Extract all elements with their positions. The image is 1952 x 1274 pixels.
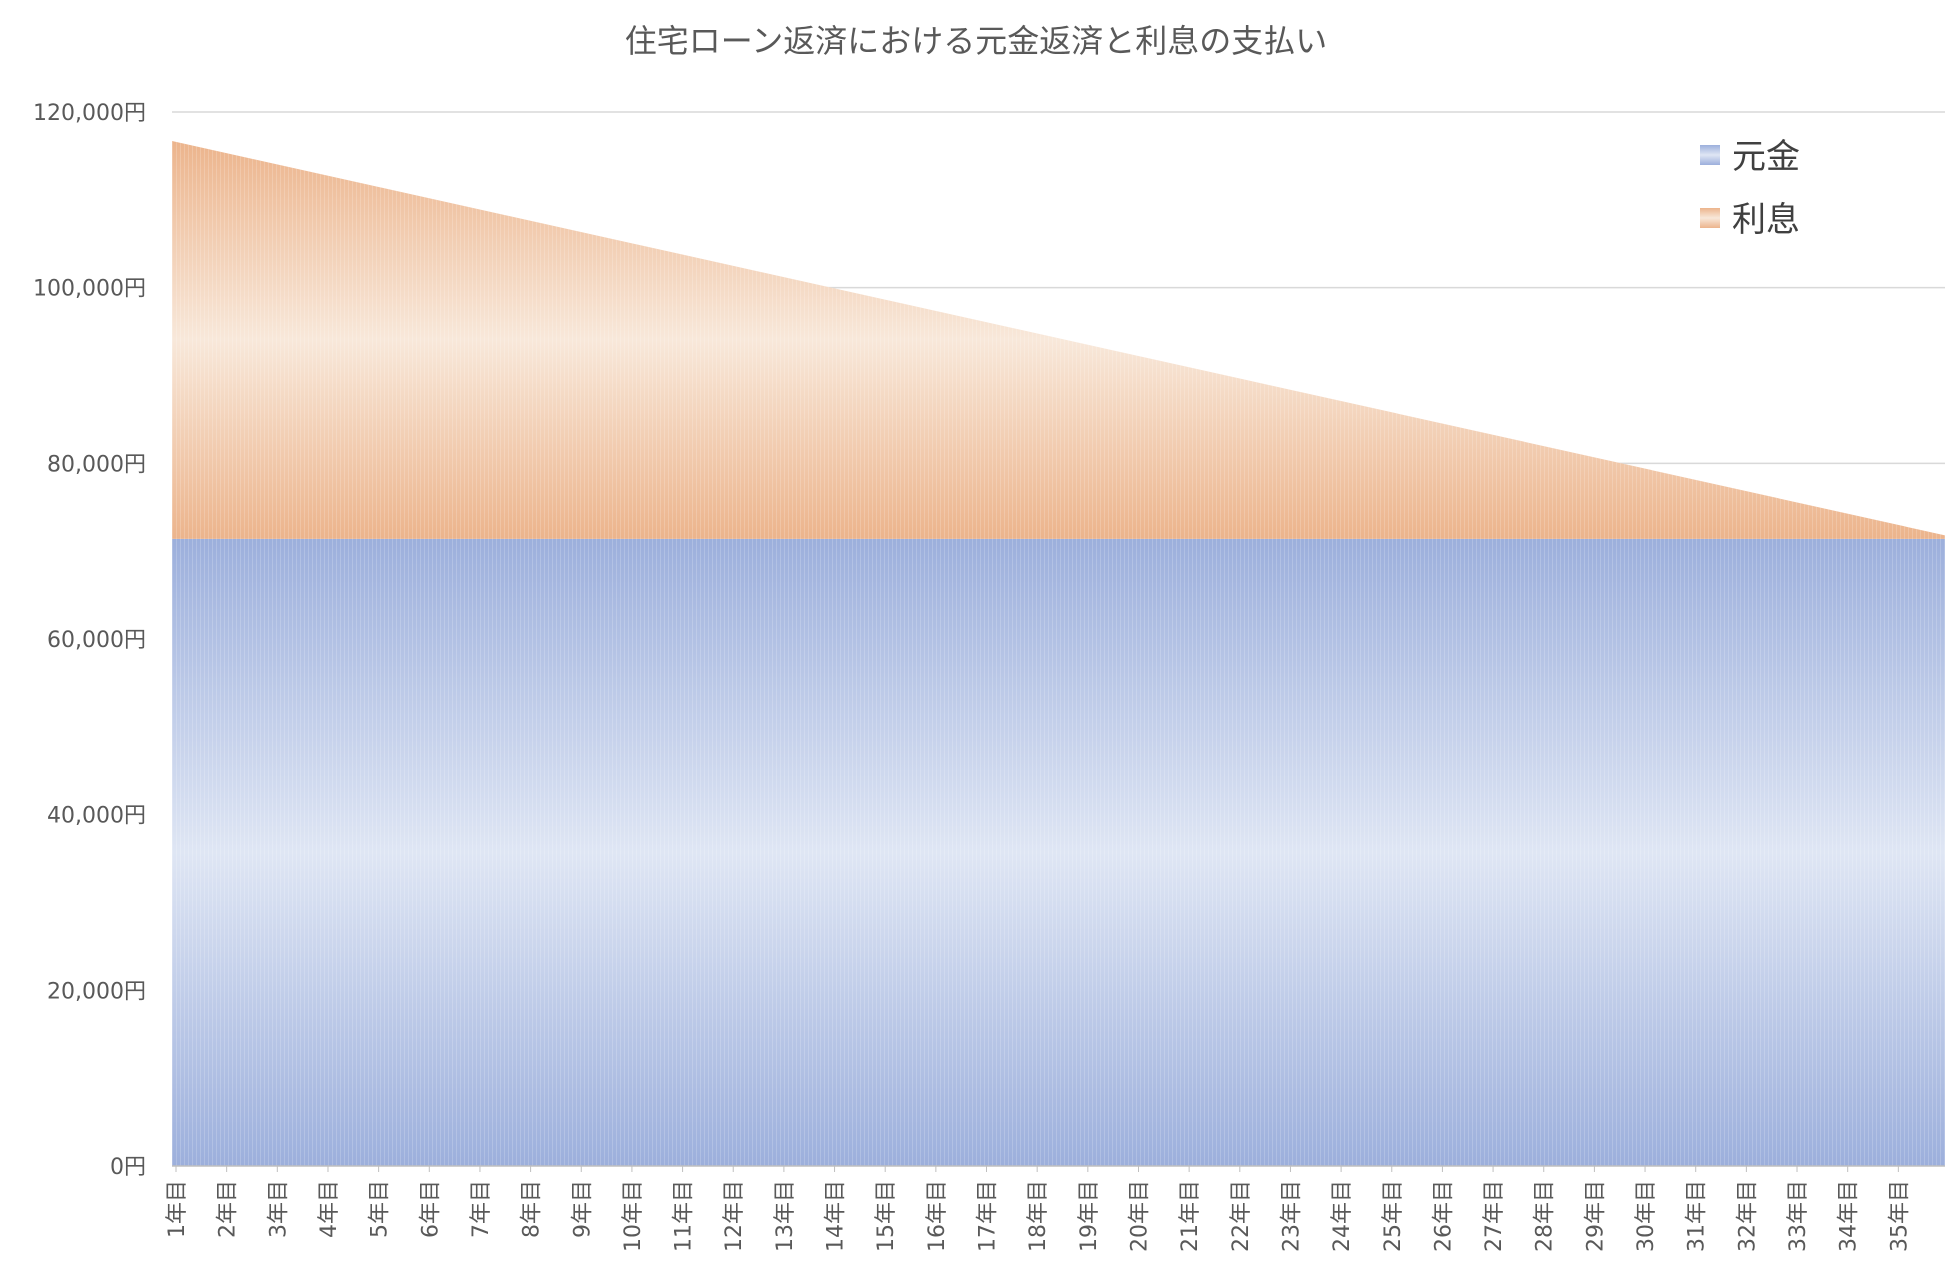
- x-tick-label: 33年目: [1786, 1180, 1811, 1252]
- y-tick-label: 100,000円: [33, 277, 146, 302]
- x-tick-label: 22年目: [1229, 1180, 1254, 1252]
- x-tick-label: 24年目: [1330, 1180, 1355, 1252]
- x-tick-label: 15年目: [874, 1180, 899, 1252]
- x-tick-label: 31年目: [1685, 1180, 1710, 1252]
- x-tick-label: 27年目: [1482, 1180, 1507, 1252]
- x-tick-label: 9年目: [570, 1180, 595, 1238]
- x-tick-label: 7年目: [469, 1180, 494, 1238]
- y-tick-label: 60,000円: [47, 628, 146, 653]
- legend-label-interest: 利息: [1732, 200, 1800, 240]
- x-tick-label: 2年目: [216, 1180, 241, 1238]
- x-tick-label: 10年目: [621, 1180, 646, 1252]
- legend-label-principal: 元金: [1732, 137, 1800, 177]
- x-tick-label: 34年目: [1837, 1180, 1862, 1252]
- x-tick-label: 32年目: [1735, 1180, 1760, 1252]
- y-tick-label: 40,000円: [47, 804, 146, 829]
- x-tick-label: 26年目: [1431, 1180, 1456, 1252]
- x-tick-label: 28年目: [1533, 1180, 1558, 1252]
- x-tick-label: 16年目: [925, 1180, 950, 1252]
- x-tick-label: 11年目: [672, 1180, 697, 1252]
- legend-swatch-interest: [1700, 208, 1720, 228]
- x-tick-label: 14年目: [824, 1180, 849, 1252]
- x-tick-label: 25年目: [1381, 1180, 1406, 1252]
- x-tick-label: 3年目: [266, 1180, 291, 1238]
- y-tick-label: 20,000円: [47, 979, 146, 1004]
- x-tick-label: 4年目: [317, 1180, 342, 1238]
- y-tick-label: 120,000円: [33, 101, 146, 126]
- y-axis-ticks: 0円 20,000円 40,000円 60,000円 80,000円 100,000円 12…: [33, 101, 146, 1180]
- plot-areas: [172, 140, 1945, 1167]
- chart-title: 住宅ローン返済における元金返済と利息の支払い: [625, 22, 1327, 60]
- x-tick-label: 17年目: [976, 1180, 1001, 1252]
- x-tick-label: 18年目: [1026, 1180, 1051, 1252]
- x-tick-label: 13年目: [773, 1180, 798, 1252]
- x-tick-label: 35年目: [1887, 1180, 1912, 1252]
- x-tick-label: 21年目: [1178, 1180, 1203, 1252]
- y-tick-label: 80,000円: [47, 452, 146, 477]
- y-tick-label: 0円: [110, 1155, 146, 1180]
- x-axis-ticks: 1年目 2年目 3年目 4年目 5年目 6年目 7年目 8年目 9年目 10年目 11年目 12年目 1…: [165, 1166, 1912, 1252]
- legend-swatch-principal: [1700, 145, 1720, 165]
- x-tick-label: 20年目: [1127, 1180, 1152, 1252]
- x-tick-label: 30年目: [1634, 1180, 1659, 1252]
- x-tick-label: 29年目: [1583, 1180, 1608, 1252]
- x-tick-label: 12年目: [722, 1180, 747, 1252]
- legend: 元金 利息: [1700, 137, 1800, 240]
- x-tick-label: 5年目: [368, 1180, 393, 1238]
- x-tick-label: 6年目: [418, 1180, 443, 1238]
- x-tick-label: 1年目: [165, 1180, 190, 1238]
- x-tick-label: 8年目: [520, 1180, 545, 1238]
- area-texture: [172, 140, 1945, 1167]
- x-tick-label: 23年目: [1279, 1180, 1304, 1252]
- x-tick-label: 19年目: [1077, 1180, 1102, 1252]
